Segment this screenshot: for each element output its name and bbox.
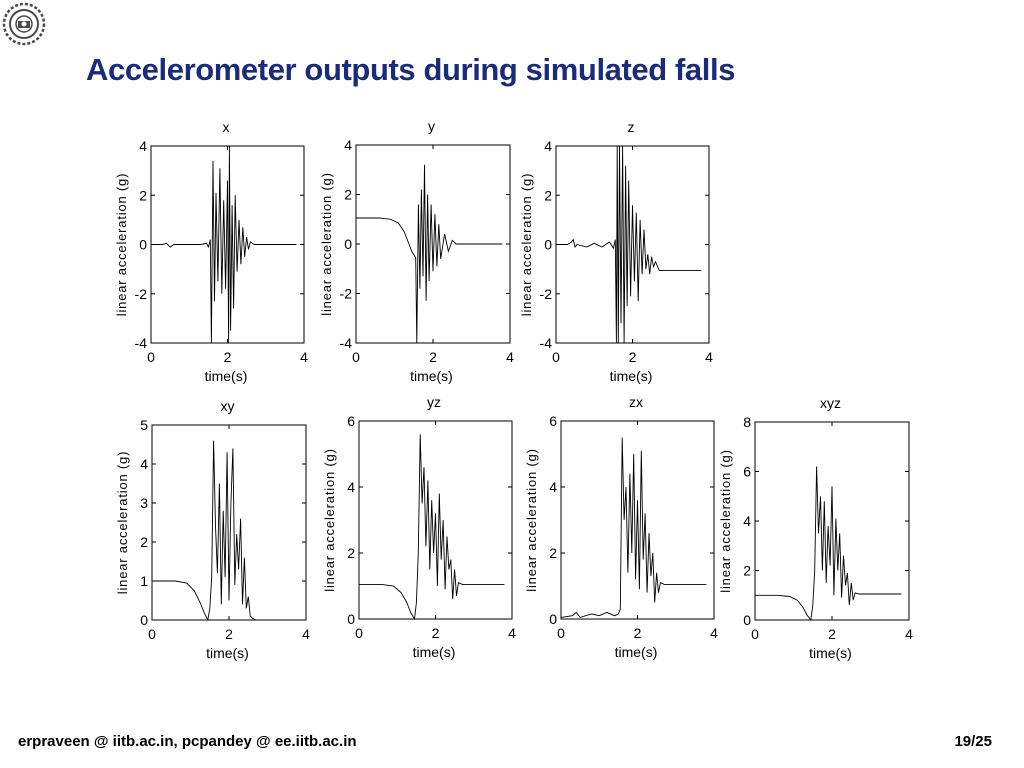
y-tick-label: -4 <box>540 335 553 351</box>
y-tick-label: 6 <box>549 413 557 429</box>
y-tick-label: 4 <box>344 137 352 153</box>
chart-panel-z: 0 2 4 -4 -2 0 2 4 z time(s) linear acceleration (g… <box>519 119 713 384</box>
y-tick-label: 2 <box>549 545 557 561</box>
chart-panel-xy: 0 2 4 0 1 2 3 4 5 xy time(s) linear acceleration (g… <box>115 398 310 661</box>
y-tick-label: 2 <box>743 563 751 579</box>
y-tick-label: -2 <box>340 286 353 302</box>
y-tick-label: 8 <box>743 414 751 430</box>
y-tick-label: 6 <box>743 464 751 480</box>
y-tick-label: 4 <box>544 138 552 154</box>
chart-panel-y: 0 2 4 -4 -2 0 2 4 y time(s) linear acceleration (g… <box>319 118 514 384</box>
x-tick-label: 2 <box>634 625 642 641</box>
y-tick-label: 4 <box>139 138 147 154</box>
x-tick-label: 4 <box>300 349 308 365</box>
chart-title: xy <box>220 398 234 414</box>
y-tick-label: 4 <box>549 479 557 495</box>
x-tick-label: 2 <box>225 626 233 642</box>
y-tick-label: -4 <box>340 335 353 351</box>
x-tick-label: 4 <box>710 625 718 641</box>
plot-frame <box>555 145 710 344</box>
chart-panel-xyz: 0 2 4 0 2 4 6 8 xyz time(s) linear acceleration (g… <box>718 395 913 661</box>
plot-frame <box>754 421 910 621</box>
x-tick-label: 2 <box>828 626 836 642</box>
x-tick-label: 4 <box>302 626 310 642</box>
chart-title: xyz <box>820 395 841 411</box>
series-line <box>755 466 902 622</box>
y-axis-label: linear acceleration (g) <box>322 448 337 591</box>
x-tick-label: 2 <box>224 349 232 365</box>
x-axis-label: time(s) <box>206 645 249 661</box>
y-tick-label: 0 <box>544 237 552 253</box>
x-tick-label: 4 <box>506 349 514 365</box>
y-tick-label: 2 <box>544 187 552 203</box>
y-tick-label: 0 <box>140 612 148 628</box>
y-tick-label: 0 <box>344 236 352 252</box>
y-tick-label: 3 <box>140 495 148 511</box>
x-axis-label: time(s) <box>410 368 453 384</box>
chart-panel-zx: 0 2 4 0 2 4 6 zx time(s) linear acceleration (g) <box>524 394 718 660</box>
y-tick-label: 4 <box>743 513 751 529</box>
x-tick-label: 0 <box>751 626 759 642</box>
chart-title: z <box>627 119 634 135</box>
y-tick-label: 0 <box>347 611 355 627</box>
x-axis-label: time(s) <box>610 368 653 384</box>
x-axis-label: time(s) <box>615 644 658 660</box>
iitb-seal-icon <box>2 2 46 46</box>
x-tick-label: 0 <box>552 349 560 365</box>
series-line <box>359 434 505 621</box>
series-line <box>151 145 297 344</box>
chart-panel-x: 0 2 4 -4 -2 0 2 4 x time(s) linear acceleration (g… <box>114 119 308 384</box>
y-tick-label: 2 <box>347 545 355 561</box>
x-tick-label: 4 <box>705 349 713 365</box>
series-line <box>556 145 702 344</box>
y-tick-label: -2 <box>135 286 148 302</box>
x-tick-label: 2 <box>432 625 440 641</box>
series-line <box>152 440 299 622</box>
series-line <box>356 164 503 344</box>
y-axis-label: linear acceleration (g) <box>524 448 539 591</box>
x-axis-label: time(s) <box>205 368 248 384</box>
chart-title: x <box>222 119 229 135</box>
y-tick-label: 4 <box>347 479 355 495</box>
x-tick-label: 2 <box>629 349 637 365</box>
footer-contact: erpraveen @ iitb.ac.in, pcpandey @ ee.ii… <box>18 733 357 750</box>
y-tick-label: 2 <box>140 534 148 550</box>
x-tick-label: 4 <box>508 625 516 641</box>
y-tick-label: 0 <box>743 612 751 628</box>
y-axis-label: linear acceleration (g) <box>114 173 129 316</box>
y-tick-label: 1 <box>140 573 148 589</box>
series-line <box>560 437 707 618</box>
y-axis-label: linear acceleration (g) <box>718 449 733 592</box>
y-tick-label: 2 <box>139 187 147 203</box>
y-axis-label: linear acceleration (g) <box>115 451 130 594</box>
y-tick-label: 6 <box>347 413 355 429</box>
chart-title: zx <box>629 394 643 410</box>
x-tick-label: 0 <box>355 625 363 641</box>
y-tick-label: -4 <box>135 335 148 351</box>
slide-title: Accelerometer outputs during simulated f… <box>86 52 736 87</box>
x-axis-label: time(s) <box>809 645 852 661</box>
y-tick-label: 0 <box>139 237 147 253</box>
x-tick-label: 0 <box>147 349 155 365</box>
x-axis-label: time(s) <box>413 644 456 660</box>
y-tick-label: -2 <box>540 286 553 302</box>
y-tick-label: 2 <box>344 187 352 203</box>
x-tick-label: 0 <box>352 349 360 365</box>
y-axis-label: linear acceleration (g) <box>319 172 334 315</box>
x-tick-label: 0 <box>557 625 565 641</box>
x-tick-label: 2 <box>429 349 437 365</box>
x-tick-label: 4 <box>905 626 913 642</box>
chart-panel-yz: 0 2 4 0 2 4 6 yz time(s) linear acceleration (g) <box>322 394 516 660</box>
y-tick-label: 0 <box>549 611 557 627</box>
y-axis-label: linear acceleration (g) <box>519 173 534 316</box>
chart-title: yz <box>427 394 441 410</box>
slide-number: 19/25 <box>954 733 992 750</box>
x-tick-label: 0 <box>148 626 156 642</box>
y-tick-label: 4 <box>140 456 148 472</box>
y-tick-label: 5 <box>140 417 148 433</box>
chart-title: y <box>428 118 435 134</box>
